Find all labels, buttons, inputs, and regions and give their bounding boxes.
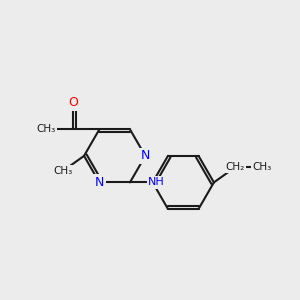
Text: N: N: [141, 149, 150, 162]
Text: O: O: [68, 96, 78, 109]
Text: CH₂: CH₂: [226, 162, 245, 172]
Text: CH₃: CH₃: [53, 166, 72, 176]
Text: CH₃: CH₃: [252, 162, 272, 172]
Text: N: N: [95, 176, 104, 189]
Text: CH₃: CH₃: [36, 124, 56, 134]
Text: NH: NH: [148, 177, 165, 188]
